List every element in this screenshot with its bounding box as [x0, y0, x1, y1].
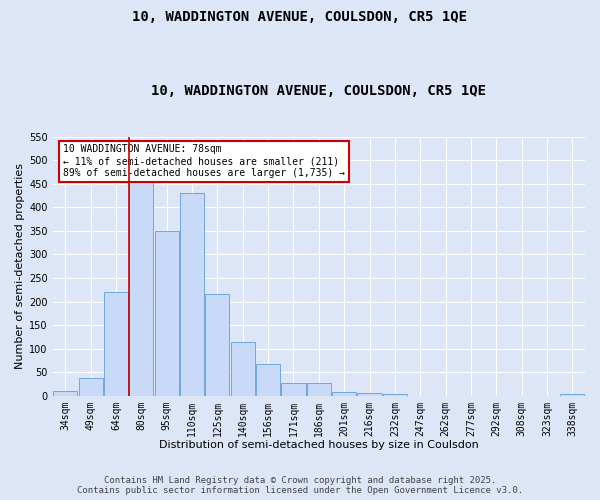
- Bar: [383, 394, 407, 396]
- Bar: [560, 394, 584, 396]
- Bar: [281, 383, 305, 396]
- Bar: [231, 342, 255, 396]
- Bar: [155, 231, 179, 396]
- Bar: [180, 193, 204, 396]
- Text: Contains HM Land Registry data © Crown copyright and database right 2025.
Contai: Contains HM Land Registry data © Crown c…: [77, 476, 523, 495]
- Bar: [130, 182, 154, 396]
- Title: 10, WADDINGTON AVENUE, COULSDON, CR5 1QE: 10, WADDINGTON AVENUE, COULSDON, CR5 1QE: [151, 84, 487, 98]
- Bar: [358, 394, 382, 396]
- Text: 10 WADDINGTON AVENUE: 78sqm
← 11% of semi-detached houses are smaller (211)
89% : 10 WADDINGTON AVENUE: 78sqm ← 11% of sem…: [63, 144, 345, 178]
- X-axis label: Distribution of semi-detached houses by size in Coulsdon: Distribution of semi-detached houses by …: [159, 440, 479, 450]
- Bar: [53, 391, 77, 396]
- Bar: [332, 392, 356, 396]
- Y-axis label: Number of semi-detached properties: Number of semi-detached properties: [15, 163, 25, 369]
- Bar: [256, 364, 280, 396]
- Bar: [307, 383, 331, 396]
- Bar: [79, 378, 103, 396]
- Text: 10, WADDINGTON AVENUE, COULSDON, CR5 1QE: 10, WADDINGTON AVENUE, COULSDON, CR5 1QE: [133, 10, 467, 24]
- Bar: [104, 292, 128, 396]
- Bar: [205, 294, 229, 396]
